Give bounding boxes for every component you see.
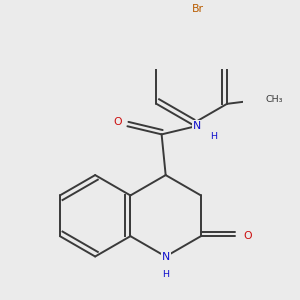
Text: N: N [193,121,202,131]
Text: H: H [162,270,169,279]
Text: O: O [243,231,252,241]
Text: O: O [113,117,122,127]
Text: CH₃: CH₃ [266,95,283,104]
Text: N: N [162,251,170,262]
Text: Br: Br [191,4,203,14]
Text: H: H [210,131,217,140]
